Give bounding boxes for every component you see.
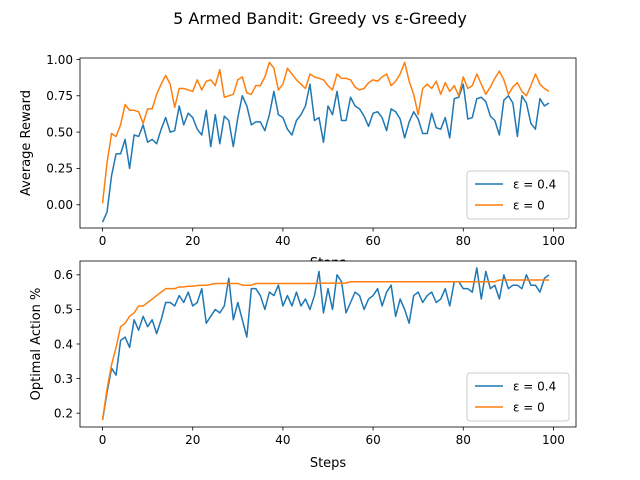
legend-reward: ε = 0.4 ε = 0	[467, 171, 569, 219]
legend-label-optimal-0: ε = 0.4	[513, 380, 556, 394]
y-tick-label-optimal: 0.2	[54, 406, 73, 420]
x-tick-label-optimal: 80	[456, 433, 471, 447]
y-tick-label-reward: 0.25	[46, 162, 73, 176]
x-tick-label-reward: 20	[185, 234, 200, 248]
chart-optimal-action: 0 20 40 60 80 100 0.2 0.3 0.4 0.5 0.6 Optimal Acti…	[29, 261, 576, 471]
x-tick-label-reward: 40	[275, 234, 290, 248]
figure-title: 5 Armed Bandit: Greedy vs ε-Greedy	[173, 9, 467, 28]
x-tick-label-optimal: 0	[99, 433, 107, 447]
y-tick-label-reward: 0.50	[46, 125, 73, 139]
y-tick-label-optimal: 0.6	[54, 268, 73, 282]
x-axis-label-optimal: Steps	[310, 456, 347, 471]
legend-label-reward-1: ε = 0	[513, 199, 545, 213]
y-tick-label-optimal: 0.5	[54, 303, 73, 317]
x-tick-label-optimal: 60	[365, 433, 380, 447]
chart-reward: 0 20 40 60 80 100 0.00 0.25 0.50 0.75 1.00 Average…	[19, 53, 576, 271]
legend-label-reward-0: ε = 0.4	[513, 178, 556, 192]
legend-optimal: ε = 0.4 ε = 0	[467, 373, 569, 421]
x-tick-label-reward: 0	[99, 234, 107, 248]
y-axis-label-optimal: Optimal Action %	[29, 288, 44, 401]
y-tick-label-reward: 0.75	[46, 89, 73, 103]
y-axis-label-reward: Average Reward	[19, 90, 34, 196]
y-tick-label-reward: 1.00	[46, 53, 73, 67]
x-tick-label-reward: 100	[542, 234, 565, 248]
x-tick-label-optimal: 100	[542, 433, 565, 447]
y-tick-label-optimal: 0.4	[54, 337, 73, 351]
legend-label-optimal-1: ε = 0	[513, 401, 545, 415]
x-tick-label-optimal: 40	[275, 433, 290, 447]
x-tick-label-reward: 60	[365, 234, 380, 248]
x-tick-label-optimal: 20	[185, 433, 200, 447]
y-tick-label-optimal: 0.3	[54, 372, 73, 386]
x-tick-label-reward: 80	[456, 234, 471, 248]
y-tick-label-reward: 0.00	[46, 198, 73, 212]
